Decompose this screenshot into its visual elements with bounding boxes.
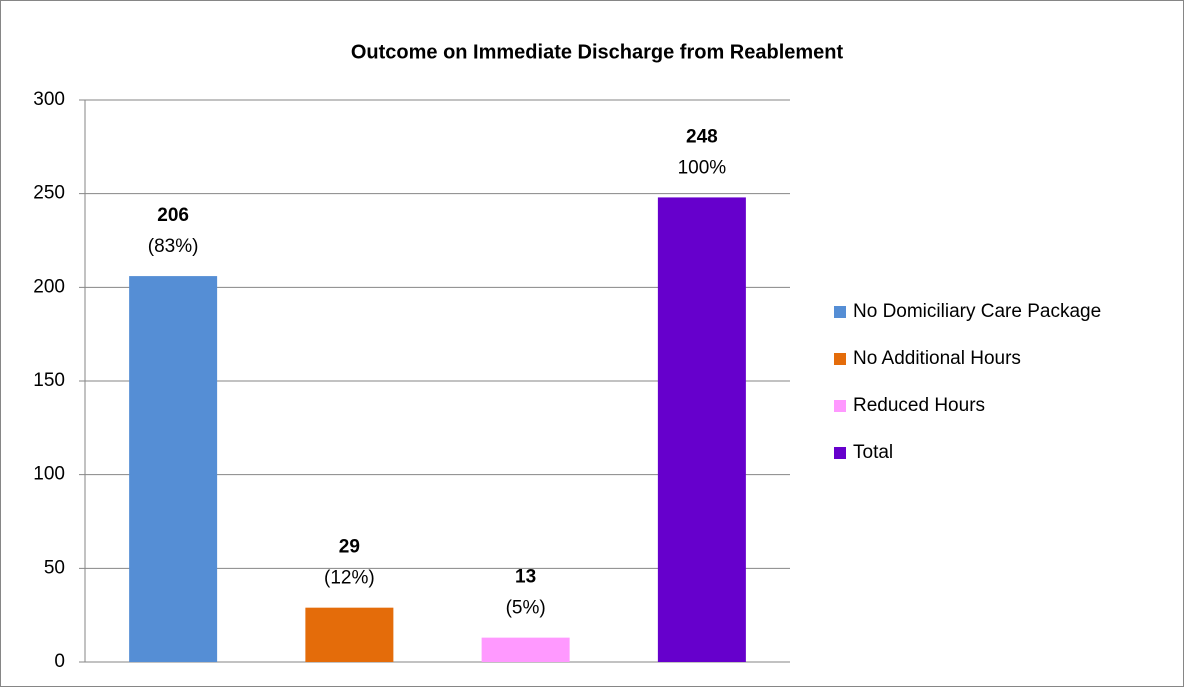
y-tick-label: 200	[33, 276, 65, 297]
legend-label: Total	[853, 442, 893, 463]
y-tick-label: 250	[33, 183, 65, 204]
percent-label: (12%)	[324, 568, 375, 589]
legend-label: No Additional Hours	[853, 348, 1021, 369]
value-label: 206	[157, 205, 189, 226]
percent-label: 100%	[678, 157, 727, 178]
y-tick-label: 300	[33, 89, 65, 110]
bar	[129, 276, 218, 662]
percent-label: (5%)	[506, 598, 546, 619]
legend-label: Reduced Hours	[853, 395, 985, 416]
value-label: 29	[339, 537, 360, 558]
bar	[657, 197, 746, 662]
y-tick-label: 100	[33, 464, 65, 485]
bar	[481, 637, 570, 662]
bar	[305, 607, 394, 662]
percent-label: (83%)	[148, 236, 199, 257]
value-label: 13	[515, 567, 536, 588]
value-label: 248	[686, 126, 718, 147]
y-tick-label: 0	[54, 651, 65, 672]
y-tick-label: 50	[44, 557, 65, 578]
chart-title: Outcome on Immediate Discharge from Reab…	[351, 41, 844, 63]
legend-label: No Domiciliary Care Package	[853, 301, 1101, 322]
legend-swatch	[834, 306, 846, 318]
legend-swatch	[834, 353, 846, 365]
legend-swatch	[834, 447, 846, 459]
y-tick-label: 150	[33, 370, 65, 391]
legend-swatch	[834, 400, 846, 412]
